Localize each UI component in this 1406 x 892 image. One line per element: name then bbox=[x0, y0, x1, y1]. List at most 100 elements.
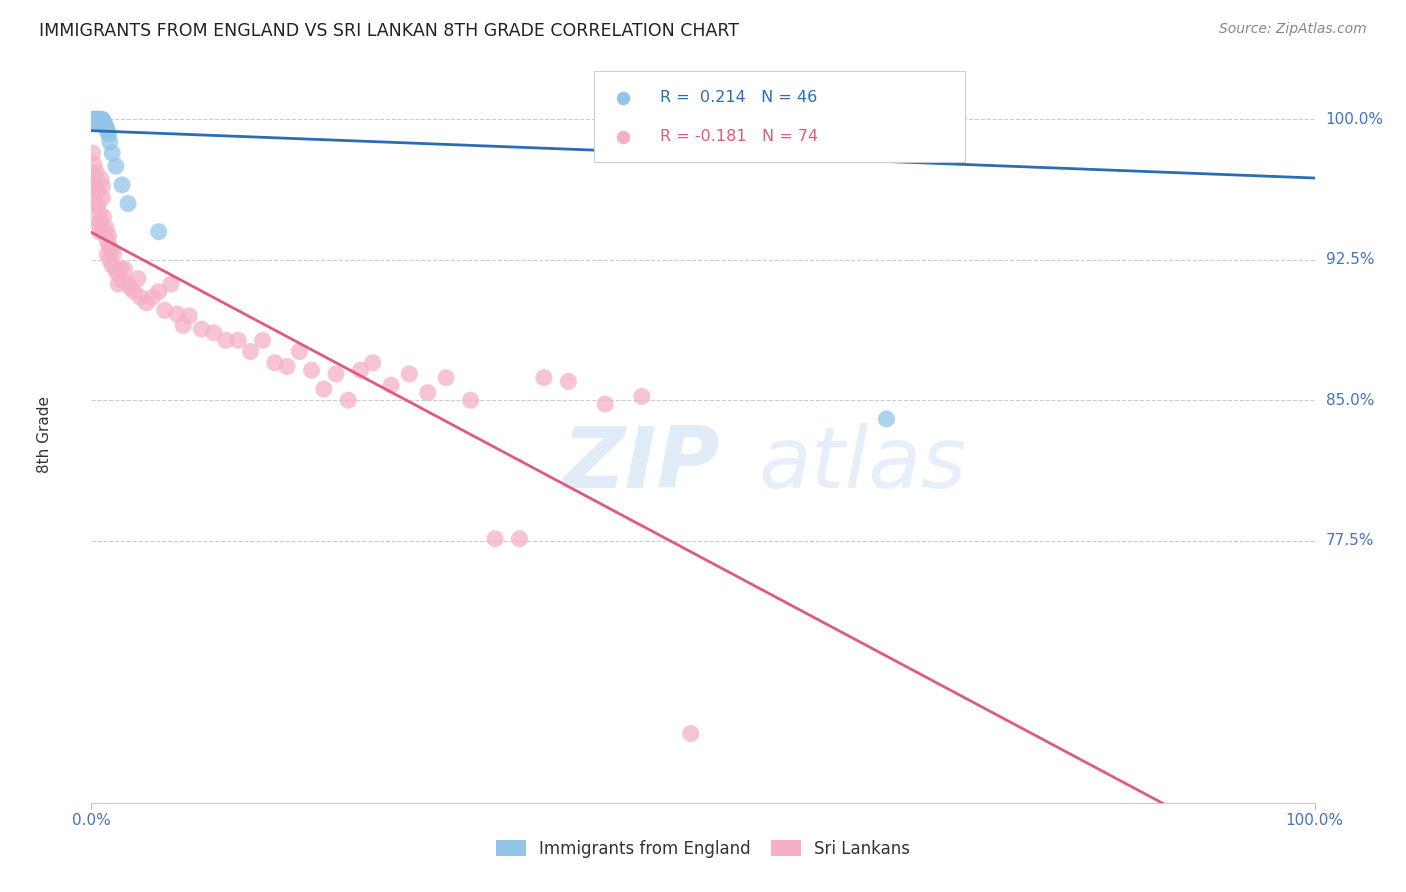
Point bbox=[82, 114, 104, 128]
Point bbox=[264, 356, 287, 370]
Point bbox=[86, 198, 108, 212]
Point bbox=[82, 112, 104, 127]
Legend: Immigrants from England, Sri Lankans: Immigrants from England, Sri Lankans bbox=[489, 833, 917, 864]
Point bbox=[83, 114, 105, 128]
Point bbox=[120, 281, 142, 295]
Point bbox=[82, 181, 104, 195]
Point bbox=[141, 290, 163, 304]
Text: Source: ZipAtlas.com: Source: ZipAtlas.com bbox=[1219, 22, 1367, 37]
Point bbox=[97, 128, 120, 142]
Point bbox=[153, 303, 176, 318]
Point bbox=[87, 116, 110, 130]
Point bbox=[509, 532, 531, 546]
Point bbox=[98, 240, 121, 254]
Point bbox=[84, 114, 107, 128]
Point bbox=[398, 367, 420, 381]
Point bbox=[276, 359, 298, 374]
Point bbox=[160, 277, 183, 292]
Point bbox=[91, 114, 114, 128]
Point bbox=[94, 120, 117, 134]
Point bbox=[90, 112, 112, 127]
Point bbox=[104, 159, 127, 173]
Point bbox=[190, 322, 212, 336]
Point bbox=[416, 385, 439, 400]
Point bbox=[84, 114, 107, 128]
Point bbox=[84, 176, 107, 190]
Point bbox=[103, 247, 125, 261]
Point bbox=[325, 367, 347, 381]
Point bbox=[93, 116, 115, 130]
Point bbox=[98, 135, 121, 149]
Point bbox=[887, 112, 910, 127]
Point bbox=[84, 184, 107, 198]
Point bbox=[361, 356, 384, 370]
Point bbox=[612, 290, 634, 304]
Point bbox=[679, 726, 702, 740]
Point bbox=[557, 375, 579, 389]
Point bbox=[129, 290, 152, 304]
Point bbox=[84, 165, 107, 179]
Point bbox=[484, 532, 506, 546]
Point bbox=[111, 273, 134, 287]
Point bbox=[96, 123, 118, 137]
Point bbox=[122, 285, 145, 299]
Point bbox=[105, 266, 128, 280]
Point bbox=[434, 370, 457, 384]
Point bbox=[90, 172, 112, 186]
Text: IMMIGRANTS FROM ENGLAND VS SRI LANKAN 8TH GRADE CORRELATION CHART: IMMIGRANTS FROM ENGLAND VS SRI LANKAN 8T… bbox=[39, 22, 740, 40]
Point bbox=[87, 206, 110, 220]
Point bbox=[349, 363, 371, 377]
Point bbox=[179, 309, 201, 323]
Point bbox=[593, 397, 616, 411]
Point bbox=[82, 146, 104, 161]
Point bbox=[612, 191, 634, 205]
Point bbox=[838, 121, 860, 136]
Point bbox=[631, 389, 654, 403]
Point bbox=[84, 194, 107, 209]
Point bbox=[87, 217, 110, 231]
Point bbox=[86, 114, 108, 128]
Point bbox=[97, 228, 120, 243]
Text: atlas: atlas bbox=[758, 423, 966, 506]
Point bbox=[301, 363, 323, 377]
FancyBboxPatch shape bbox=[595, 71, 965, 161]
Text: R =  0.214   N = 46: R = 0.214 N = 46 bbox=[661, 90, 817, 105]
Point bbox=[166, 307, 188, 321]
Point bbox=[91, 112, 114, 127]
Point bbox=[288, 344, 311, 359]
Point bbox=[104, 262, 127, 277]
Point bbox=[117, 196, 139, 211]
Point bbox=[875, 412, 898, 426]
Point bbox=[90, 114, 112, 128]
Point bbox=[91, 191, 114, 205]
Point bbox=[380, 378, 402, 392]
Point bbox=[127, 271, 149, 285]
Point bbox=[172, 318, 194, 333]
Point bbox=[86, 116, 108, 130]
Point bbox=[135, 296, 157, 310]
Point bbox=[863, 112, 886, 127]
Point bbox=[111, 178, 134, 192]
Point bbox=[96, 234, 118, 248]
Text: R = -0.181   N = 74: R = -0.181 N = 74 bbox=[661, 129, 818, 145]
Point bbox=[83, 112, 105, 127]
Point bbox=[100, 244, 122, 258]
Point bbox=[89, 213, 111, 227]
Point bbox=[93, 114, 115, 128]
Point bbox=[94, 225, 117, 239]
Point bbox=[778, 135, 800, 149]
Point bbox=[460, 393, 482, 408]
Text: ZIP: ZIP bbox=[562, 423, 720, 506]
Text: 100.0%: 100.0% bbox=[1326, 112, 1384, 127]
Text: 77.5%: 77.5% bbox=[1326, 533, 1374, 549]
Point bbox=[252, 333, 274, 347]
Point bbox=[84, 112, 107, 127]
Point bbox=[91, 179, 114, 194]
Point bbox=[89, 112, 111, 127]
Point bbox=[117, 277, 139, 292]
Point bbox=[148, 285, 170, 299]
Point bbox=[90, 116, 112, 130]
Point bbox=[84, 116, 107, 130]
Point bbox=[239, 344, 262, 359]
Point bbox=[83, 169, 105, 183]
